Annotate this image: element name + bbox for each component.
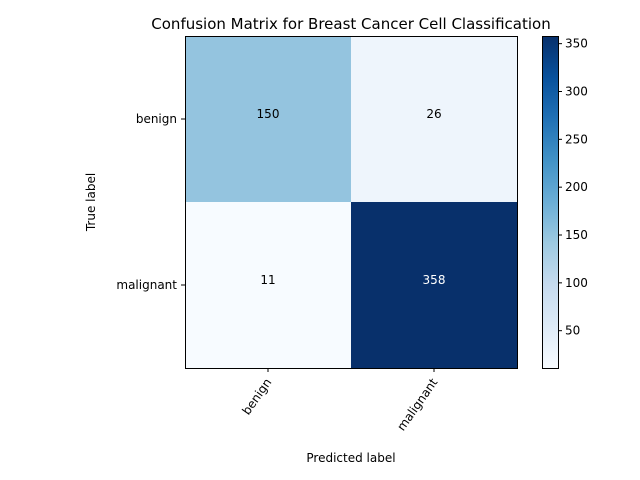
colorbar-tick-label: 350 xyxy=(565,37,588,51)
y-axis-ticks: benign malignant xyxy=(116,112,185,292)
chart-title: Confusion Matrix for Breast Cancer Cell … xyxy=(151,15,550,33)
colorbar-tick-label: 100 xyxy=(565,276,588,290)
x-tick-label: benign xyxy=(239,376,274,418)
cell-value-label: 11 xyxy=(260,273,275,287)
colorbar-tick-label: 300 xyxy=(565,84,588,98)
plot-frame xyxy=(185,36,518,369)
colorbar-frame xyxy=(542,36,559,369)
cell-value-label: 150 xyxy=(257,107,280,121)
y-axis-label: True label xyxy=(84,173,98,232)
colorbar-gradient xyxy=(542,36,558,368)
colorbar-tick-label: 150 xyxy=(565,228,588,242)
colorbar-ticks: 50 100 150 200 250 300 350 xyxy=(558,37,588,338)
heatmap-cell xyxy=(185,202,351,368)
heatmap-cell xyxy=(351,202,517,368)
cell-value-label: 358 xyxy=(423,273,446,287)
colorbar-tick-label: 200 xyxy=(565,180,588,194)
heatmap-cell xyxy=(351,36,517,202)
y-tick-label: malignant xyxy=(116,278,177,292)
x-tick-label: malignant xyxy=(394,375,440,433)
colorbar-tick-label: 50 xyxy=(565,324,580,338)
x-axis-label: Predicted label xyxy=(306,451,395,465)
cell-value-label: 26 xyxy=(426,107,441,121)
heatmap-cell xyxy=(185,36,351,202)
colorbar: 50 100 150 200 250 300 350 xyxy=(542,36,588,369)
colorbar-tick-label: 250 xyxy=(565,132,588,146)
y-tick-label: benign xyxy=(136,112,177,126)
heatmap-cells: 150 26 11 358 xyxy=(185,36,517,368)
x-axis-ticks: benign malignant xyxy=(239,368,441,433)
